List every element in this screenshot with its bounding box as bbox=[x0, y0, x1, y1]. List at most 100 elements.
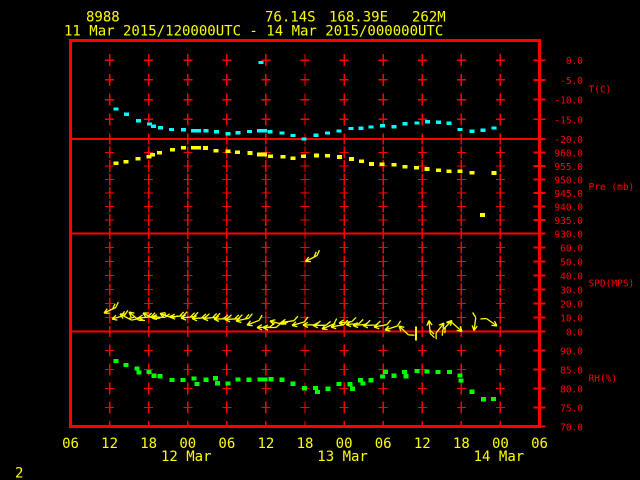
temperature-point bbox=[258, 60, 264, 65]
wind-barb bbox=[159, 312, 179, 319]
wind-barb bbox=[291, 316, 309, 328]
hour-label: 12 bbox=[101, 436, 118, 452]
pressure-point bbox=[413, 165, 419, 170]
panel-label: RH(%) bbox=[589, 374, 618, 385]
temperature-point bbox=[246, 129, 252, 134]
temperature-point bbox=[279, 131, 285, 135]
temperature-point bbox=[261, 128, 267, 133]
pressure-point bbox=[256, 152, 262, 157]
hour-label: 12 bbox=[414, 436, 431, 452]
temperature-point bbox=[424, 120, 430, 124]
y-tick-label: 75.0 bbox=[560, 404, 583, 415]
wind-barb bbox=[304, 249, 320, 263]
wind-barb bbox=[312, 320, 332, 329]
y-tick-label: 40.0 bbox=[560, 272, 583, 283]
wind-barb bbox=[398, 325, 415, 336]
hour-label: 00 bbox=[179, 436, 196, 452]
humidity-point bbox=[402, 369, 408, 375]
y-tick-label: 930.0 bbox=[554, 230, 583, 241]
humidity-point bbox=[194, 381, 200, 387]
humidity-point bbox=[257, 377, 263, 382]
hour-label: 18 bbox=[453, 436, 470, 452]
hour-label: 06 bbox=[218, 436, 235, 452]
pressure-point bbox=[261, 152, 267, 157]
pressure-point bbox=[337, 155, 343, 159]
humidity-point bbox=[151, 373, 157, 378]
humidity-point bbox=[325, 386, 331, 391]
pressure-point bbox=[379, 162, 385, 166]
wind-barb bbox=[119, 313, 138, 321]
humidity-point bbox=[336, 381, 342, 387]
temperature-point bbox=[147, 122, 153, 126]
wind-barb bbox=[137, 312, 156, 321]
wind-barb bbox=[213, 314, 232, 323]
humidity-point bbox=[391, 373, 397, 379]
y-tick-label: 90.0 bbox=[560, 347, 583, 358]
pressure-point bbox=[157, 150, 163, 155]
wind-barb bbox=[480, 317, 498, 327]
temperature-point bbox=[480, 128, 486, 132]
humidity-point bbox=[268, 377, 274, 382]
humidity-point bbox=[301, 386, 307, 391]
temperature-point bbox=[469, 129, 475, 134]
temperature-point bbox=[414, 121, 420, 125]
header: 8988 76.14S 168.39E 262M 11 Mar 2015/120… bbox=[64, 10, 446, 40]
temperature-point bbox=[113, 107, 119, 111]
y-tick-label: 20.0 bbox=[560, 300, 583, 311]
y-tick-label: -10.0 bbox=[554, 96, 583, 107]
temperature-point bbox=[380, 123, 386, 128]
pressure-point bbox=[349, 157, 355, 161]
temperature-point bbox=[123, 112, 129, 117]
humidity-point bbox=[491, 396, 497, 402]
y-tick-label: 960.0 bbox=[554, 149, 583, 160]
hour-label: 00 bbox=[336, 436, 353, 452]
humidity-point bbox=[446, 369, 452, 375]
humidity-point bbox=[368, 378, 374, 383]
y-tick-label: 0.0 bbox=[566, 56, 583, 67]
humidity-point bbox=[246, 377, 252, 382]
y-tick-label: 10.0 bbox=[560, 314, 583, 325]
wind-barb bbox=[352, 319, 371, 329]
pressure-point bbox=[480, 213, 486, 217]
humidity-point bbox=[424, 369, 430, 374]
temperature-point bbox=[290, 133, 296, 138]
pressure-point bbox=[195, 146, 201, 150]
temperature-point bbox=[368, 125, 374, 129]
y-tick-label: 945.0 bbox=[554, 189, 583, 200]
wind-barb bbox=[180, 311, 199, 321]
humidity-point bbox=[380, 374, 386, 379]
y-tick-label: 60.0 bbox=[560, 244, 583, 255]
pressure-point bbox=[290, 156, 296, 161]
pressure-point bbox=[150, 152, 156, 157]
humidity-point bbox=[191, 376, 197, 381]
wind-barb bbox=[321, 318, 338, 331]
wind-barb bbox=[446, 321, 463, 333]
temperature-point bbox=[203, 129, 209, 133]
temperature-point bbox=[325, 131, 331, 135]
wind-barb bbox=[224, 314, 243, 323]
wind-barb bbox=[362, 320, 381, 329]
station-longitude: 168.39E bbox=[329, 10, 388, 26]
hour-label: 06 bbox=[375, 436, 392, 452]
humidity-point bbox=[203, 377, 209, 382]
y-tick-label: 940.0 bbox=[554, 203, 583, 214]
y-tick-label: 85.0 bbox=[560, 366, 583, 377]
temperature-point bbox=[225, 131, 231, 136]
pressure-point bbox=[280, 155, 286, 159]
pressure-point bbox=[469, 171, 475, 175]
page-number: 2 bbox=[15, 466, 23, 480]
pressure-point bbox=[391, 162, 397, 167]
temperature-point bbox=[348, 126, 354, 131]
date-label: 14 Mar bbox=[474, 449, 525, 465]
temperature-point bbox=[150, 124, 156, 129]
pressure-point bbox=[435, 168, 441, 173]
wind-barb bbox=[235, 313, 253, 324]
wind-barb bbox=[384, 320, 402, 332]
y-tick-label: 30.0 bbox=[560, 286, 583, 297]
hour-label: 18 bbox=[297, 436, 314, 452]
wind-barb bbox=[169, 311, 188, 320]
station-elevation: 262M bbox=[412, 10, 446, 26]
humidity-point bbox=[225, 381, 231, 386]
wind-barb bbox=[302, 320, 321, 329]
